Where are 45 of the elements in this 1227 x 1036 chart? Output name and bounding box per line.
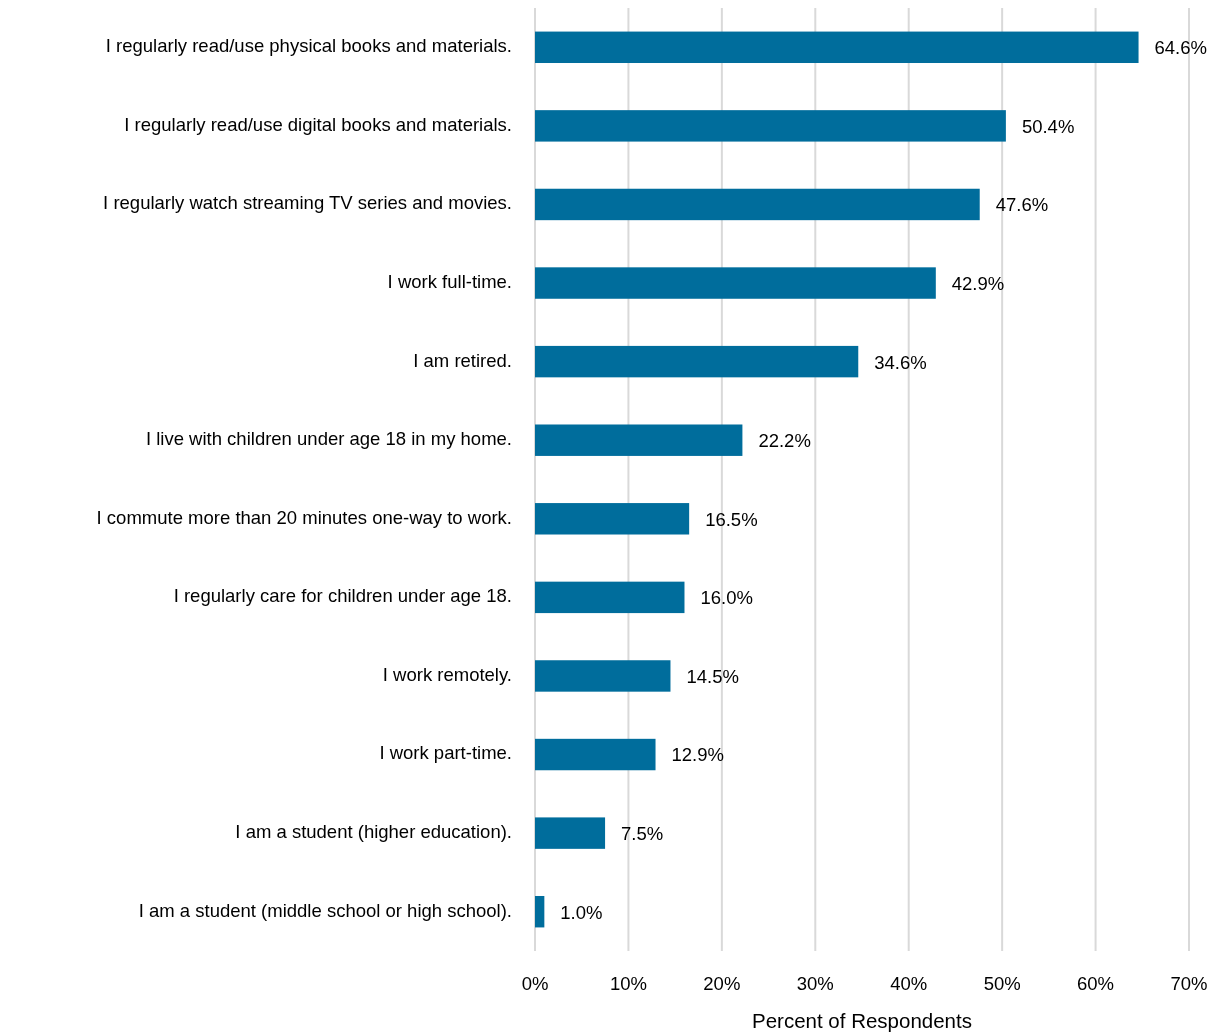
data-label: 22.2% bbox=[758, 430, 811, 452]
y-tick-label: I am a student (middle school or high school). bbox=[138, 899, 512, 921]
bar bbox=[535, 895, 545, 928]
y-tick-label: I am a student (higher education). bbox=[235, 821, 512, 843]
x-axis-title: Percent of Respondents bbox=[752, 1009, 972, 1033]
bar bbox=[535, 188, 980, 221]
data-label: 16.0% bbox=[700, 587, 753, 609]
x-tick-label: 20% bbox=[703, 972, 741, 994]
bar bbox=[535, 581, 685, 614]
bar bbox=[535, 110, 1006, 142]
bar bbox=[535, 660, 671, 692]
y-tick-label: I live with children under age 18 in my home. bbox=[145, 428, 512, 450]
y-tick-label: I work full-time. bbox=[387, 270, 512, 292]
y-tick-label: I commute more than 20 minutes one-way to work. bbox=[96, 506, 512, 528]
data-label: 7.5% bbox=[621, 823, 664, 845]
x-tick-label: 40% bbox=[890, 972, 928, 994]
data-label: 16.5% bbox=[705, 508, 758, 530]
x-tick-label: 60% bbox=[1077, 972, 1115, 994]
bar bbox=[535, 738, 656, 771]
x-tick-label: 10% bbox=[609, 972, 647, 994]
y-tick-label: I regularly care for children under age 18. bbox=[173, 585, 512, 607]
x-tick-label: 70% bbox=[1170, 972, 1208, 994]
y-tick-label: I work remotely. bbox=[382, 663, 512, 685]
bar bbox=[535, 345, 859, 378]
x-tick-label: 0% bbox=[521, 972, 549, 994]
bar bbox=[535, 424, 743, 456]
bar bbox=[535, 503, 690, 535]
data-label: 34.6% bbox=[874, 351, 927, 373]
data-label: 14.5% bbox=[686, 665, 739, 687]
bar bbox=[535, 267, 936, 299]
data-label: 47.6% bbox=[995, 194, 1049, 216]
data-label: 1.0% bbox=[560, 901, 603, 923]
data-label: 42.9% bbox=[951, 272, 1005, 294]
y-tick-label: I am retired. bbox=[413, 349, 512, 371]
data-label: 50.4% bbox=[1021, 115, 1075, 137]
x-tick-label: 50% bbox=[983, 972, 1021, 994]
y-tick-label: I work part-time. bbox=[379, 742, 512, 764]
data-label: 64.6% bbox=[1154, 37, 1208, 59]
y-tick-label: I regularly watch streaming TV series and movies. bbox=[103, 192, 512, 214]
data-label: 12.9% bbox=[671, 744, 724, 766]
bar bbox=[535, 817, 606, 849]
bar bbox=[535, 31, 1139, 64]
y-tick-label: I regularly read/use digital books and materials. bbox=[124, 113, 512, 135]
y-tick-label: I regularly read/use physical books and materials. bbox=[105, 35, 512, 57]
x-tick-label: 30% bbox=[796, 972, 834, 994]
